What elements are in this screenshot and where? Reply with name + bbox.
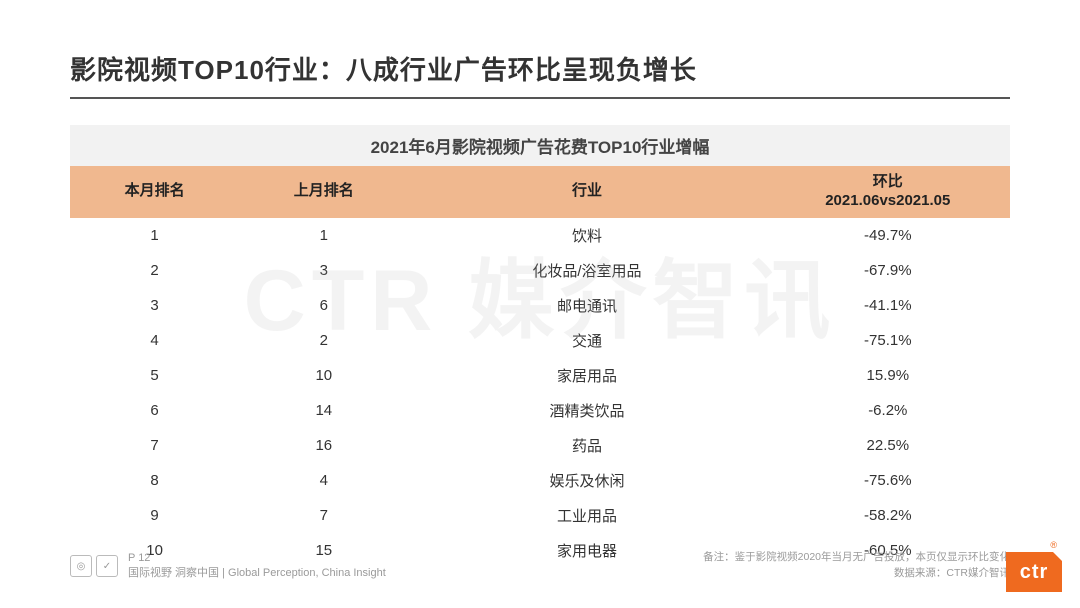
cell-industry: 药品 xyxy=(408,428,765,463)
cell-rank_this: 8 xyxy=(70,463,239,498)
table-row: 84娱乐及休闲-75.6% xyxy=(70,463,1010,498)
table-row: 36邮电通讯-41.1% xyxy=(70,288,1010,323)
footer-text-block: P 12 国际视野 洞察中国 | Global Perception, Chin… xyxy=(128,551,386,582)
cell-industry: 交通 xyxy=(408,323,765,358)
cell-change: -58.2% xyxy=(766,498,1010,533)
data-table: 本月排名 上月排名 行业 环比2021.06vs2021.05 11饮料-49.… xyxy=(70,166,1010,568)
cell-industry: 邮电通讯 xyxy=(408,288,765,323)
page-number: P 12 xyxy=(128,551,386,566)
cell-rank_this: 3 xyxy=(70,288,239,323)
title-underline xyxy=(70,97,1010,99)
col-header-industry: 行业 xyxy=(408,166,765,218)
cell-rank_this: 4 xyxy=(70,323,239,358)
cell-change: 15.9% xyxy=(766,358,1010,393)
footer-note-1: 备注：鉴于影院视频2020年当月无广告投放，本页仅显示环比变化 xyxy=(703,550,1010,566)
cell-rank_last: 1 xyxy=(239,218,408,253)
cell-change: -67.9% xyxy=(766,253,1010,288)
ctr-logo: ® ctr xyxy=(1006,552,1062,592)
table-row: 23化妆品/浴室用品-67.9% xyxy=(70,253,1010,288)
cell-rank_last: 10 xyxy=(239,358,408,393)
footer-left: ◎ ✓ P 12 国际视野 洞察中国 | Global Perception, … xyxy=(70,551,386,582)
cell-rank_this: 1 xyxy=(70,218,239,253)
footer: ◎ ✓ P 12 国际视野 洞察中国 | Global Perception, … xyxy=(70,546,1010,586)
cell-industry: 酒精类饮品 xyxy=(408,393,765,428)
registered-mark-icon: ® xyxy=(1050,540,1058,550)
table-caption: 2021年6月影院视频广告花费TOP10行业增幅 xyxy=(70,125,1010,166)
cell-industry: 化妆品/浴室用品 xyxy=(408,253,765,288)
footer-tagline: 国际视野 洞察中国 | Global Perception, China Ins… xyxy=(128,566,386,581)
table-row: 716药品22.5% xyxy=(70,428,1010,463)
footer-right: 备注：鉴于影院视频2020年当月无广告投放，本页仅显示环比变化 数据来源：CTR… xyxy=(703,550,1010,582)
cell-change: -75.1% xyxy=(766,323,1010,358)
footer-badges: ◎ ✓ xyxy=(70,555,118,577)
cell-rank_last: 14 xyxy=(239,393,408,428)
cell-rank_this: 7 xyxy=(70,428,239,463)
cell-rank_this: 9 xyxy=(70,498,239,533)
cell-industry: 饮料 xyxy=(408,218,765,253)
page-title: 影院视频TOP10行业：八成行业广告环比呈现负增长 xyxy=(70,50,1010,87)
table-header: 本月排名 上月排名 行业 环比2021.06vs2021.05 xyxy=(70,166,1010,218)
table-row: 42交通-75.1% xyxy=(70,323,1010,358)
table-row: 510家居用品15.9% xyxy=(70,358,1010,393)
col-header-rank-this: 本月排名 xyxy=(70,166,239,218)
cell-change: -6.2% xyxy=(766,393,1010,428)
cell-industry: 工业用品 xyxy=(408,498,765,533)
cert-badge-icon: ✓ xyxy=(96,555,118,577)
col-header-rank-last: 上月排名 xyxy=(239,166,408,218)
logo-text: ctr xyxy=(1020,561,1049,584)
cell-industry: 家居用品 xyxy=(408,358,765,393)
cell-change: -49.7% xyxy=(766,218,1010,253)
cell-rank_last: 2 xyxy=(239,323,408,358)
table-body: 11饮料-49.7%23化妆品/浴室用品-67.9%36邮电通讯-41.1%42… xyxy=(70,218,1010,568)
cell-industry: 娱乐及休闲 xyxy=(408,463,765,498)
cell-rank_last: 3 xyxy=(239,253,408,288)
table-row: 97工业用品-58.2% xyxy=(70,498,1010,533)
cell-change: -41.1% xyxy=(766,288,1010,323)
slide: 影院视频TOP10行业：八成行业广告环比呈现负增长 CTR 媒介智讯 2021年… xyxy=(0,0,1080,608)
cell-rank_this: 6 xyxy=(70,393,239,428)
cell-rank_last: 4 xyxy=(239,463,408,498)
cell-rank_this: 2 xyxy=(70,253,239,288)
table-row: 11饮料-49.7% xyxy=(70,218,1010,253)
table-container: 2021年6月影院视频广告花费TOP10行业增幅 本月排名 上月排名 行业 环比… xyxy=(70,125,1010,568)
cell-rank_last: 7 xyxy=(239,498,408,533)
table-row: 614酒精类饮品-6.2% xyxy=(70,393,1010,428)
col-header-change: 环比2021.06vs2021.05 xyxy=(766,166,1010,218)
cell-change: -75.6% xyxy=(766,463,1010,498)
cell-rank_last: 6 xyxy=(239,288,408,323)
cell-rank_last: 16 xyxy=(239,428,408,463)
cert-badge-icon: ◎ xyxy=(70,555,92,577)
cell-change: 22.5% xyxy=(766,428,1010,463)
footer-note-2: 数据来源：CTR媒介智讯 xyxy=(703,566,1010,582)
cell-rank_this: 5 xyxy=(70,358,239,393)
